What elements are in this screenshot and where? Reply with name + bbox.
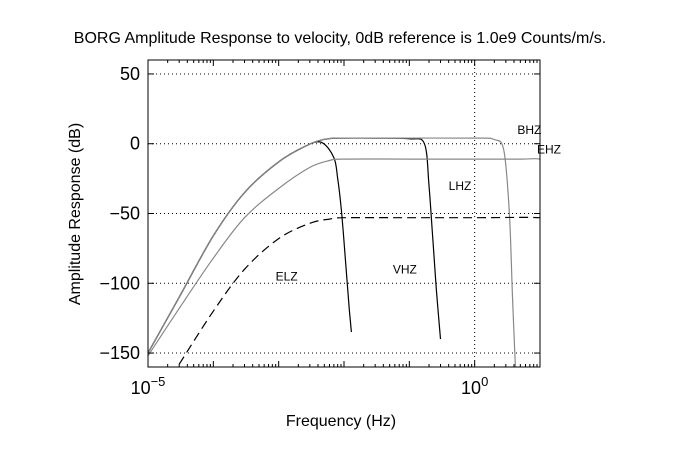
series-label-vhz: VHZ <box>393 263 417 277</box>
y-tick-label: 0 <box>130 134 140 154</box>
series-line-bhz <box>148 137 516 367</box>
series-label-elz: ELZ <box>276 269 298 283</box>
y-tick-label: −50 <box>109 204 140 224</box>
tick-labels: 10−5 100 50 0 −50 −100 −150 <box>99 64 488 398</box>
series-labels: VHZ LHZ BHZ EHZ ELZ <box>276 123 561 284</box>
series-label-lhz: LHZ <box>449 179 472 193</box>
tick-marks <box>147 60 540 367</box>
series-line-elz <box>178 216 540 365</box>
series-line-lhz <box>148 137 442 354</box>
series-label-ehz: EHZ <box>537 142 561 156</box>
x-tick-label: 100 <box>461 374 488 398</box>
x-tick-label: 10−5 <box>131 374 166 398</box>
y-tick-label: −150 <box>99 343 140 363</box>
series-label-bhz: BHZ <box>517 123 541 137</box>
y-tick-label: −100 <box>99 273 140 293</box>
y-axis-label: Amplitude Response (dB) <box>67 123 84 305</box>
x-axis-label: Frequency (Hz) <box>286 413 396 430</box>
chart-title: BORG Amplitude Response to velocity, 0dB… <box>74 30 606 47</box>
series-line-ehz <box>148 158 540 357</box>
series-line-vhz <box>148 141 352 354</box>
grid-lines <box>148 60 540 367</box>
series-layer <box>148 137 540 367</box>
y-tick-label: 50 <box>120 64 140 84</box>
